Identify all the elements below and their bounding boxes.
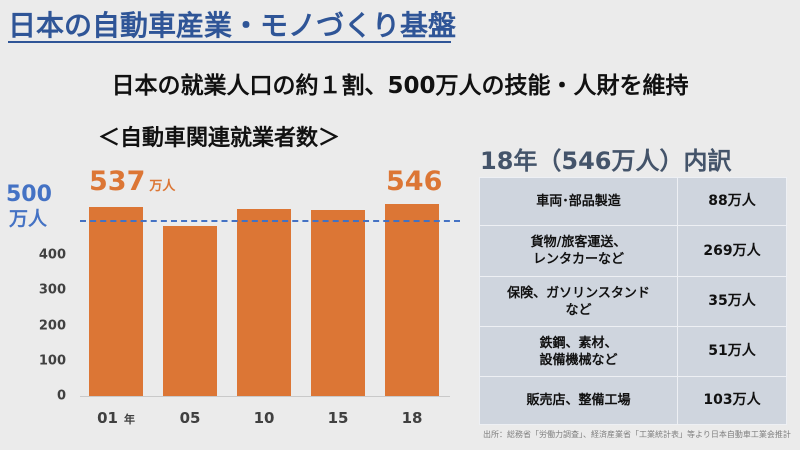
breakdown-row: 保険、ガソリンスタンド など 35万人 [479, 276, 787, 327]
x-tick: 18 [401, 409, 423, 427]
x-tick: 15 [327, 409, 349, 427]
bar-label-value: 537 [89, 166, 146, 197]
reference-unit: 万人 [8, 208, 47, 230]
breakdown-row: 鉄鋼、素材、 設備機械など 51万人 [479, 326, 787, 377]
breakdown-category-line: レンタカーなど [532, 252, 624, 267]
bar-05 [163, 226, 217, 396]
breakdown-category: 保険、ガソリンスタンド など [479, 276, 678, 327]
breakdown-value: 35万人 [677, 276, 787, 327]
title-underline [8, 41, 451, 43]
bar-label-value: 546 [386, 166, 443, 197]
y-tick: 300 [38, 282, 66, 298]
breakdown-value: 269万人 [677, 225, 787, 277]
breakdown-category: 車両･部品製造 [479, 177, 678, 226]
bar-18 [385, 204, 439, 396]
breakdown-category-line: 車両･部品製造 [536, 194, 621, 209]
breakdown-category: 販売店、整備工場 [479, 376, 678, 425]
y-tick: 100 [38, 353, 66, 369]
breakdown-category-line: 販売店、整備工場 [526, 393, 631, 408]
bar-10 [237, 209, 291, 396]
x-axis-line [80, 396, 450, 397]
bar-15 [311, 210, 365, 396]
y-tick: 200 [38, 318, 66, 334]
x-tick: 01 年 [89, 409, 143, 427]
chart-title: ＜自動車関連就業者数＞ [98, 126, 341, 151]
breakdown-category-line: 保険、ガソリンスタンド [507, 285, 650, 301]
breakdown-table: 車両･部品製造 88万人 貨物/旅客運送、 レンタカーなど 269万人 保険、ガソリンスタ… [479, 177, 787, 425]
breakdown-row: 貨物/旅客運送、 レンタカーなど 269万人 [479, 225, 787, 277]
bar-label-unit: 万人 [149, 179, 176, 194]
x-unit-label: 年 [123, 413, 135, 426]
page-title: 日本の自動車産業・モノづくり基盤 [8, 9, 457, 42]
y-tick: 0 [56, 388, 66, 404]
breakdown-title: 18年（546万人）内訳 [480, 147, 732, 175]
x-tick-label: 01 [97, 409, 118, 427]
breakdown-value: 103万人 [677, 376, 787, 425]
breakdown-row: 車両･部品製造 88万人 [479, 177, 787, 226]
x-tick: 10 [253, 409, 275, 427]
reference-label: 500 万人 [6, 182, 52, 230]
reference-line-500 [80, 220, 460, 222]
breakdown-value: 51万人 [677, 326, 787, 377]
breakdown-value: 88万人 [677, 177, 787, 226]
breakdown-category: 鉄鋼、素材、 設備機械など [479, 326, 678, 377]
breakdown-category-line: など [565, 302, 592, 318]
source-note: 出所：総務省「労働力調査」、経済産業省「工業統計表」等より日本自動車工業会推計 [483, 430, 791, 439]
bar-label-01: 537 万人 [89, 166, 175, 197]
breakdown-row: 販売店、整備工場 103万人 [479, 376, 787, 425]
y-tick: 400 [38, 247, 66, 263]
breakdown-category-line: 鉄鋼、素材、 [539, 335, 618, 351]
subtitle: 日本の就業人口の約１割、500万人の技能・人財を維持 [111, 73, 689, 99]
bar-01 [89, 207, 143, 396]
breakdown-category: 貨物/旅客運送、 レンタカーなど [479, 225, 678, 277]
breakdown-category-line: 貨物/旅客運送、 [530, 235, 627, 250]
breakdown-category-line: 設備機械など [539, 352, 618, 368]
bar-label-18: 546 [386, 166, 442, 197]
x-tick: 05 [179, 409, 201, 427]
reference-value: 500 [6, 182, 52, 207]
